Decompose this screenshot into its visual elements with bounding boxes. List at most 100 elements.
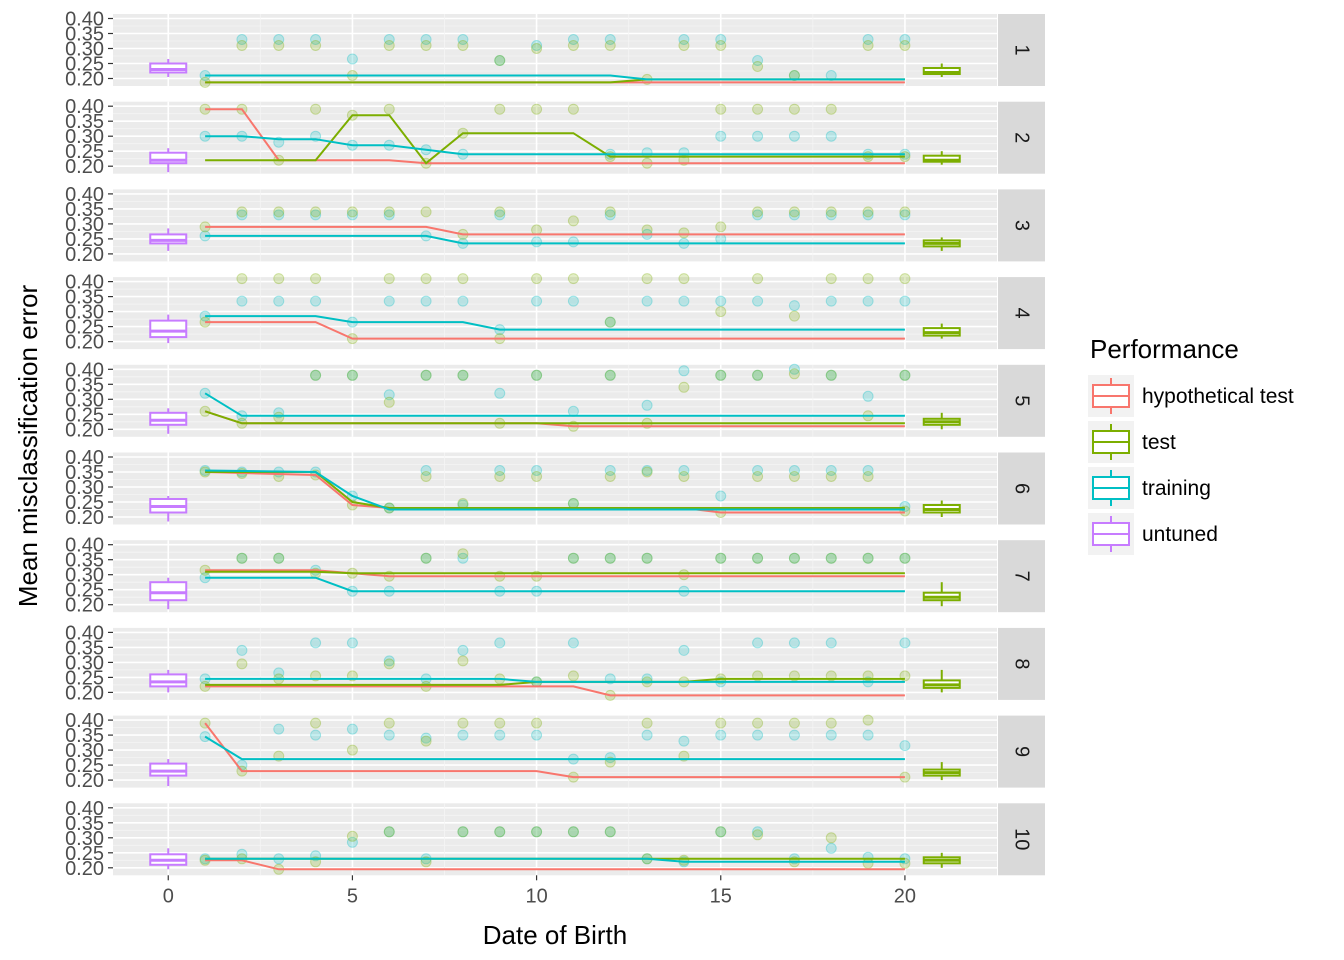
panel-7: 0.200.250.300.350.40 7 xyxy=(65,535,1045,617)
point-training xyxy=(899,637,911,649)
y-tick-label: 0.30 xyxy=(65,214,104,236)
point-test xyxy=(383,396,395,408)
point-training xyxy=(641,729,653,741)
point-test xyxy=(273,206,285,218)
point-training xyxy=(199,731,211,743)
y-tick-label: 0.35 xyxy=(65,462,104,484)
facet-strip xyxy=(998,540,1045,613)
point-training xyxy=(420,369,432,381)
line-test xyxy=(205,114,905,165)
y-tick-label: 0.40 xyxy=(65,184,104,206)
panel-1: 0.200.250.300.350.40 1 xyxy=(65,9,1045,91)
point-test xyxy=(752,103,764,115)
point-training xyxy=(825,70,837,81)
point-test xyxy=(715,103,727,115)
point-training xyxy=(457,369,469,381)
line-training xyxy=(205,469,905,511)
y-tick-label: 0.30 xyxy=(65,302,104,324)
point-training xyxy=(310,369,322,381)
point-training xyxy=(310,637,322,649)
boxplot-untuned xyxy=(149,148,188,173)
point-test xyxy=(715,826,727,838)
x-tick-label: 10 xyxy=(525,885,547,907)
point-test xyxy=(862,40,874,51)
point-test xyxy=(494,471,506,482)
point-test xyxy=(825,717,837,729)
y-tick-label: 0.30 xyxy=(65,565,104,587)
y-tick-label: 0.20 xyxy=(65,682,104,704)
x-tick-label: 0 xyxy=(163,885,174,907)
facet-strip-label: 10 xyxy=(1011,828,1033,850)
point-test xyxy=(715,552,727,564)
facet-strip xyxy=(998,364,1045,437)
point-test xyxy=(531,103,543,115)
point-test xyxy=(825,369,837,381)
boxplot-test xyxy=(922,852,961,868)
legend: Performance hypothetical test test trainin… xyxy=(1088,334,1294,555)
point-training xyxy=(346,209,358,221)
point-training xyxy=(383,655,395,667)
point-training xyxy=(825,209,837,221)
legend-label: training xyxy=(1142,477,1211,500)
point-test xyxy=(825,273,837,285)
point-test xyxy=(567,273,579,285)
x-tick-label: 20 xyxy=(894,885,916,907)
point-test xyxy=(383,273,395,285)
boxplot-test xyxy=(922,669,961,693)
line-training xyxy=(204,735,905,761)
line-training xyxy=(204,392,905,417)
facet-strip xyxy=(998,627,1045,700)
point-training xyxy=(752,130,764,142)
point-test xyxy=(531,471,543,482)
point-test xyxy=(604,40,616,51)
y-tick-label: 0.20 xyxy=(65,419,104,441)
panel-8: 0.200.250.300.350.40 8 xyxy=(65,622,1045,704)
point-training xyxy=(310,34,322,45)
point-test xyxy=(715,717,727,729)
point-test xyxy=(641,552,653,564)
boxplot-untuned xyxy=(149,848,188,870)
point-test xyxy=(752,829,764,841)
point-training xyxy=(567,34,579,45)
point-test xyxy=(678,471,690,482)
point-training xyxy=(752,295,764,307)
point-training xyxy=(494,637,506,649)
y-tick-label: 0.30 xyxy=(65,740,104,762)
point-test xyxy=(604,826,616,838)
panel-4: 0.200.250.300.350.40 4 xyxy=(65,272,1045,354)
y-tick-label: 0.35 xyxy=(65,374,104,396)
point-test xyxy=(641,717,653,729)
y-tick-label: 0.25 xyxy=(65,404,104,426)
point-test xyxy=(678,40,690,51)
point-training xyxy=(236,295,248,307)
point-training xyxy=(310,729,322,741)
y-tick-label: 0.40 xyxy=(65,710,104,732)
x-tick-label: 5 xyxy=(347,885,358,907)
point-training xyxy=(383,729,395,741)
point-test xyxy=(899,369,911,381)
y-tick-label: 0.35 xyxy=(65,24,104,46)
point-training xyxy=(420,552,432,564)
facet-strip xyxy=(998,803,1045,876)
point-training xyxy=(752,55,764,66)
point-training xyxy=(752,552,764,564)
point-training xyxy=(567,295,579,307)
line-test xyxy=(205,570,905,575)
point-training xyxy=(604,826,616,838)
point-test xyxy=(457,826,469,838)
point-training xyxy=(788,729,800,741)
boxplot-test xyxy=(922,237,961,251)
point-training xyxy=(604,552,616,564)
point-training xyxy=(273,209,285,221)
point-training xyxy=(567,826,579,838)
line-training xyxy=(205,234,905,245)
point-training xyxy=(236,209,248,221)
point-test xyxy=(383,717,395,729)
boxplot-test xyxy=(922,151,961,165)
legend-label: test xyxy=(1142,431,1176,454)
point-test xyxy=(531,369,543,381)
point-training xyxy=(788,552,800,564)
point-training xyxy=(346,53,358,65)
point-training xyxy=(273,295,285,307)
point-test xyxy=(457,369,469,381)
